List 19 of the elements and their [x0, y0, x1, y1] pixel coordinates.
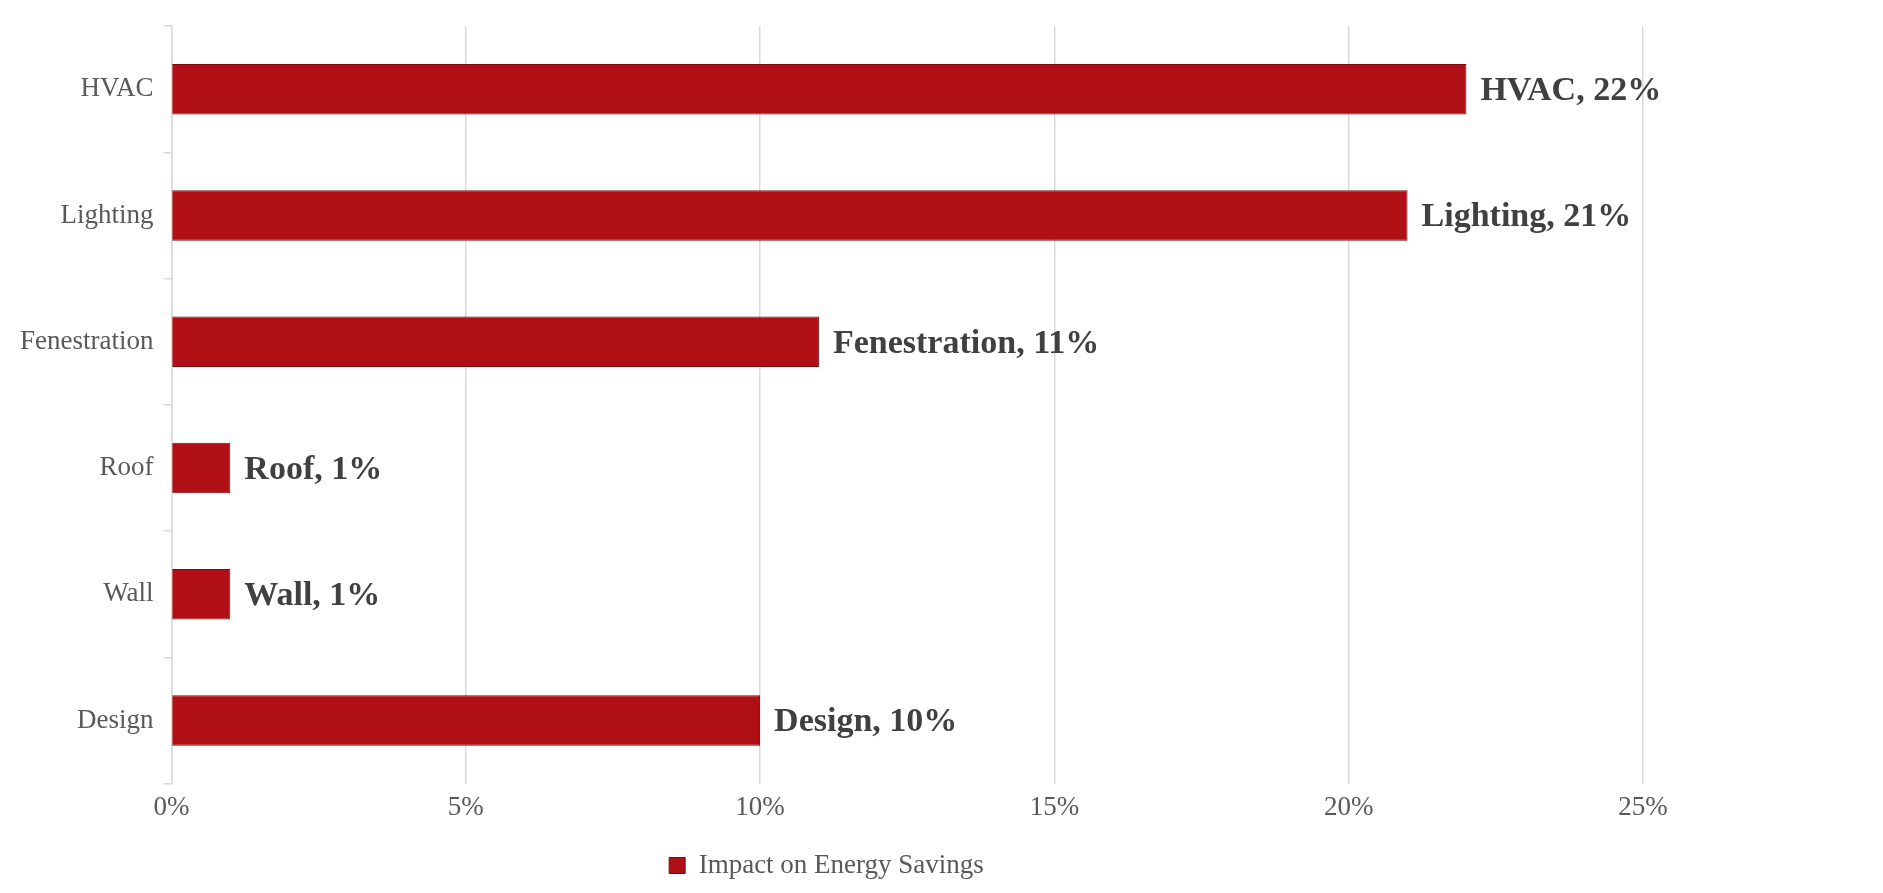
y-tick-label: Design — [76, 703, 154, 734]
y-tick-label: Lighting — [60, 198, 154, 229]
data-label: Fenestration, 11% — [832, 322, 1100, 360]
x-tick-label: 20% — [1323, 790, 1374, 821]
data-label: Roof, 1% — [244, 448, 383, 486]
data-label: Wall, 1% — [244, 575, 381, 613]
data-label: Design, 10% — [774, 701, 958, 739]
x-tick-label: 15% — [1029, 790, 1080, 821]
data-label: HVAC, 22% — [1480, 70, 1662, 108]
y-tick-label: Wall — [103, 577, 154, 608]
y-tick-label: Roof — [99, 451, 154, 482]
y-tick-label: Fenestration — [19, 324, 154, 355]
y-tick-label: HVAC — [80, 72, 154, 103]
x-tick-label: 10% — [735, 790, 785, 821]
x-tick-label: 5% — [447, 790, 484, 821]
legend-label: Impact on Energy Savings — [698, 848, 984, 879]
data-label: Lighting, 21% — [1421, 196, 1632, 234]
x-tick-label: 25% — [1618, 790, 1668, 821]
x-tick-label: 0% — [153, 790, 190, 821]
